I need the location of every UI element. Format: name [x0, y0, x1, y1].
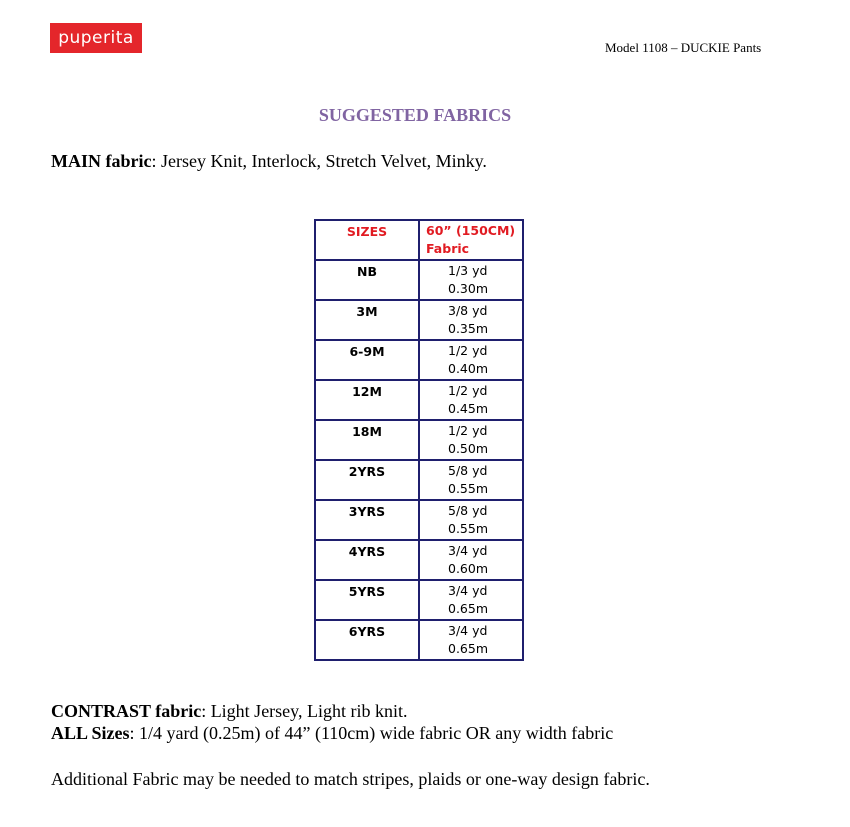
sizes-header: SIZES	[314, 219, 420, 261]
size-cell: NB	[314, 259, 420, 301]
amount-cell: 3/4 yd 0.65m	[418, 579, 524, 621]
meters: 0.40m	[448, 361, 489, 376]
table-row: 18M 1/2 yd 0.50m	[314, 419, 524, 461]
table-row: 3M 3/8 yd 0.35m	[314, 299, 524, 341]
amount-cell: 1/2 yd 0.45m	[418, 379, 524, 421]
puperita-logo: puperita	[50, 23, 142, 53]
size-cell: 18M	[314, 419, 420, 461]
size-cell: 2YRS	[314, 459, 420, 501]
width-label: 60” (150CM)	[426, 223, 516, 238]
table-row: NB 1/3 yd 0.30m	[314, 259, 524, 301]
contrast-fabric-text: : Light Jersey, Light rib knit.	[201, 701, 408, 721]
meters: 0.35m	[448, 321, 489, 336]
meters: 0.55m	[448, 481, 489, 496]
amount-cell: 5/8 yd 0.55m	[418, 459, 524, 501]
amount-cell: 5/8 yd 0.55m	[418, 499, 524, 541]
size-cell: 5YRS	[314, 579, 420, 621]
all-sizes-label: ALL Sizes	[51, 723, 130, 743]
meters: 0.65m	[448, 641, 489, 656]
main-fabric-text: : Jersey Knit, Interlock, Stretch Velvet…	[151, 151, 487, 171]
all-sizes-text: : 1/4 yard (0.25m) of 44” (110cm) wide f…	[129, 723, 614, 743]
amount-cell: 1/2 yd 0.50m	[418, 419, 524, 461]
additional-fabric-note: Additional Fabric may be needed to match…	[51, 769, 650, 789]
size-cell: 6-9M	[314, 339, 420, 381]
size-cell: 12M	[314, 379, 420, 421]
table-row: 2YRS 5/8 yd 0.55m	[314, 459, 524, 501]
meters: 0.60m	[448, 561, 489, 576]
table-row: 6YRS 3/4 yd 0.65m	[314, 619, 524, 661]
amount-cell: 1/3 yd 0.30m	[418, 259, 524, 301]
contrast-fabric-label: CONTRAST fabric	[51, 701, 202, 721]
table-row: 6-9M 1/2 yd 0.40m	[314, 339, 524, 381]
meters: 0.45m	[448, 401, 489, 416]
main-fabric-label: MAIN fabric	[51, 151, 152, 171]
table-header-row: SIZES 60” (150CM) Fabric	[314, 219, 524, 261]
amount-cell: 3/8 yd 0.35m	[418, 299, 524, 341]
table-row: 3YRS 5/8 yd 0.55m	[314, 499, 524, 541]
yardage: 1/2 yd	[448, 423, 488, 438]
fabric-width-header: 60” (150CM) Fabric	[418, 219, 524, 261]
yardage: 3/4 yd	[448, 583, 488, 598]
table-row: 5YRS 3/4 yd 0.65m	[314, 579, 524, 621]
page-title: SUGGESTED FABRICS	[318, 105, 512, 125]
amount-cell: 3/4 yd 0.60m	[418, 539, 524, 581]
meters: 0.55m	[448, 521, 489, 536]
size-cell: 3M	[314, 299, 420, 341]
fabric-requirements-table: SIZES 60” (150CM) Fabric NB 1/3 yd 0.30m 3M 3…	[314, 219, 524, 661]
size-cell: 3YRS	[314, 499, 420, 541]
meters: 0.50m	[448, 441, 489, 456]
yardage: 1/2 yd	[448, 383, 488, 398]
model-title: Model 1108 – DUCKIE Pants	[605, 40, 762, 55]
yardage: 3/8 yd	[448, 303, 488, 318]
amount-cell: 1/2 yd 0.40m	[418, 339, 524, 381]
table-row: 12M 1/2 yd 0.45m	[314, 379, 524, 421]
yardage: 3/4 yd	[448, 623, 488, 638]
yardage: 3/4 yd	[448, 543, 488, 558]
contrast-fabric-line: CONTRAST fabric: Light Jersey, Light rib…	[51, 701, 408, 722]
meters: 0.30m	[448, 281, 489, 296]
yardage: 1/2 yd	[448, 343, 488, 358]
yardage: 5/8 yd	[448, 503, 488, 518]
fabric-label: Fabric	[426, 241, 470, 256]
main-fabric-line: MAIN fabric: Jersey Knit, Interlock, Str…	[51, 151, 487, 172]
meters: 0.65m	[448, 601, 489, 616]
all-sizes-line: ALL Sizes: 1/4 yard (0.25m) of 44” (110c…	[51, 723, 613, 744]
size-cell: 6YRS	[314, 619, 420, 661]
yardage: 1/3 yd	[448, 263, 488, 278]
size-cell: 4YRS	[314, 539, 420, 581]
amount-cell: 3/4 yd 0.65m	[418, 619, 524, 661]
table-row: 4YRS 3/4 yd 0.60m	[314, 539, 524, 581]
yardage: 5/8 yd	[448, 463, 488, 478]
